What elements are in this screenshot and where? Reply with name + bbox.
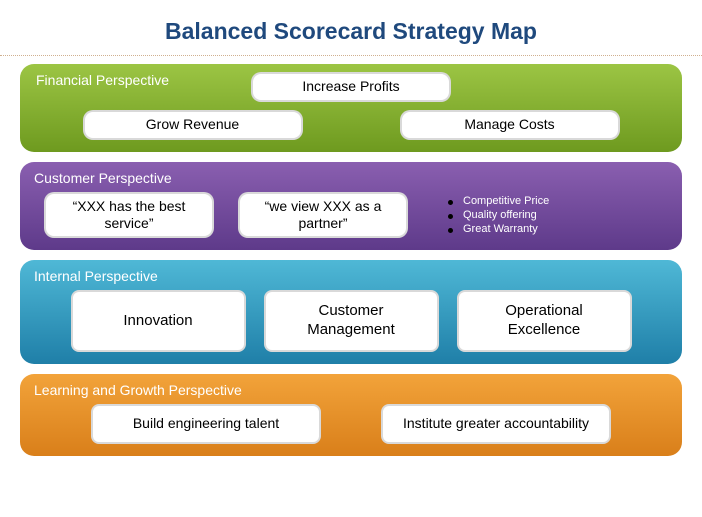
customer-bullets: Competitive Price Quality offering Great… (448, 193, 549, 237)
bullet-label: Great Warranty (463, 223, 538, 235)
panel-customer: Customer Perspective “XXX has the best s… (20, 162, 682, 250)
learning-boxes: Build engineering talent Institute great… (34, 404, 668, 444)
bullet-label: Quality offering (463, 209, 537, 221)
panel-learning: Learning and Growth Perspective Build en… (20, 374, 682, 456)
box-manage-costs: Manage Costs (400, 110, 620, 140)
panel-internal: Internal Perspective Innovation Customer… (20, 260, 682, 364)
box-engineering-talent: Build engineering talent (91, 404, 321, 444)
box-customer-management: Customer Management (264, 290, 439, 352)
panel-financial: Financial Perspective Increase Profits G… (20, 64, 682, 152)
box-operational-excellence: Operational Excellence (457, 290, 632, 352)
financial-row-bottom: Grow Revenue Manage Costs (34, 110, 668, 140)
bullet-quality-offering: Quality offering (448, 209, 549, 221)
bullet-great-warranty: Great Warranty (448, 223, 549, 235)
bullet-label: Competitive Price (463, 195, 549, 207)
box-increase-profits: Increase Profits (251, 72, 451, 102)
bullet-competitive-price: Competitive Price (448, 195, 549, 207)
panel-customer-title: Customer Perspective (34, 170, 668, 186)
divider (0, 55, 702, 56)
panel-internal-title: Internal Perspective (34, 268, 668, 284)
bullet-icon (448, 214, 453, 219)
page-title: Balanced Scorecard Strategy Map (20, 18, 682, 45)
customer-content: “XXX has the best service” “we view XXX … (34, 192, 668, 238)
box-partner: “we view XXX as a partner” (238, 192, 408, 238)
bullet-icon (448, 200, 453, 205)
bullet-icon (448, 228, 453, 233)
panel-financial-title: Financial Perspective (36, 72, 169, 88)
panel-learning-title: Learning and Growth Perspective (34, 382, 668, 398)
customer-boxes: “XXX has the best service” “we view XXX … (44, 192, 408, 238)
box-best-service: “XXX has the best service” (44, 192, 214, 238)
internal-boxes: Innovation Customer Management Operation… (34, 290, 668, 352)
box-accountability: Institute greater accountability (381, 404, 611, 444)
box-innovation: Innovation (71, 290, 246, 352)
strategy-map: Balanced Scorecard Strategy Map Financia… (0, 0, 702, 456)
box-grow-revenue: Grow Revenue (83, 110, 303, 140)
